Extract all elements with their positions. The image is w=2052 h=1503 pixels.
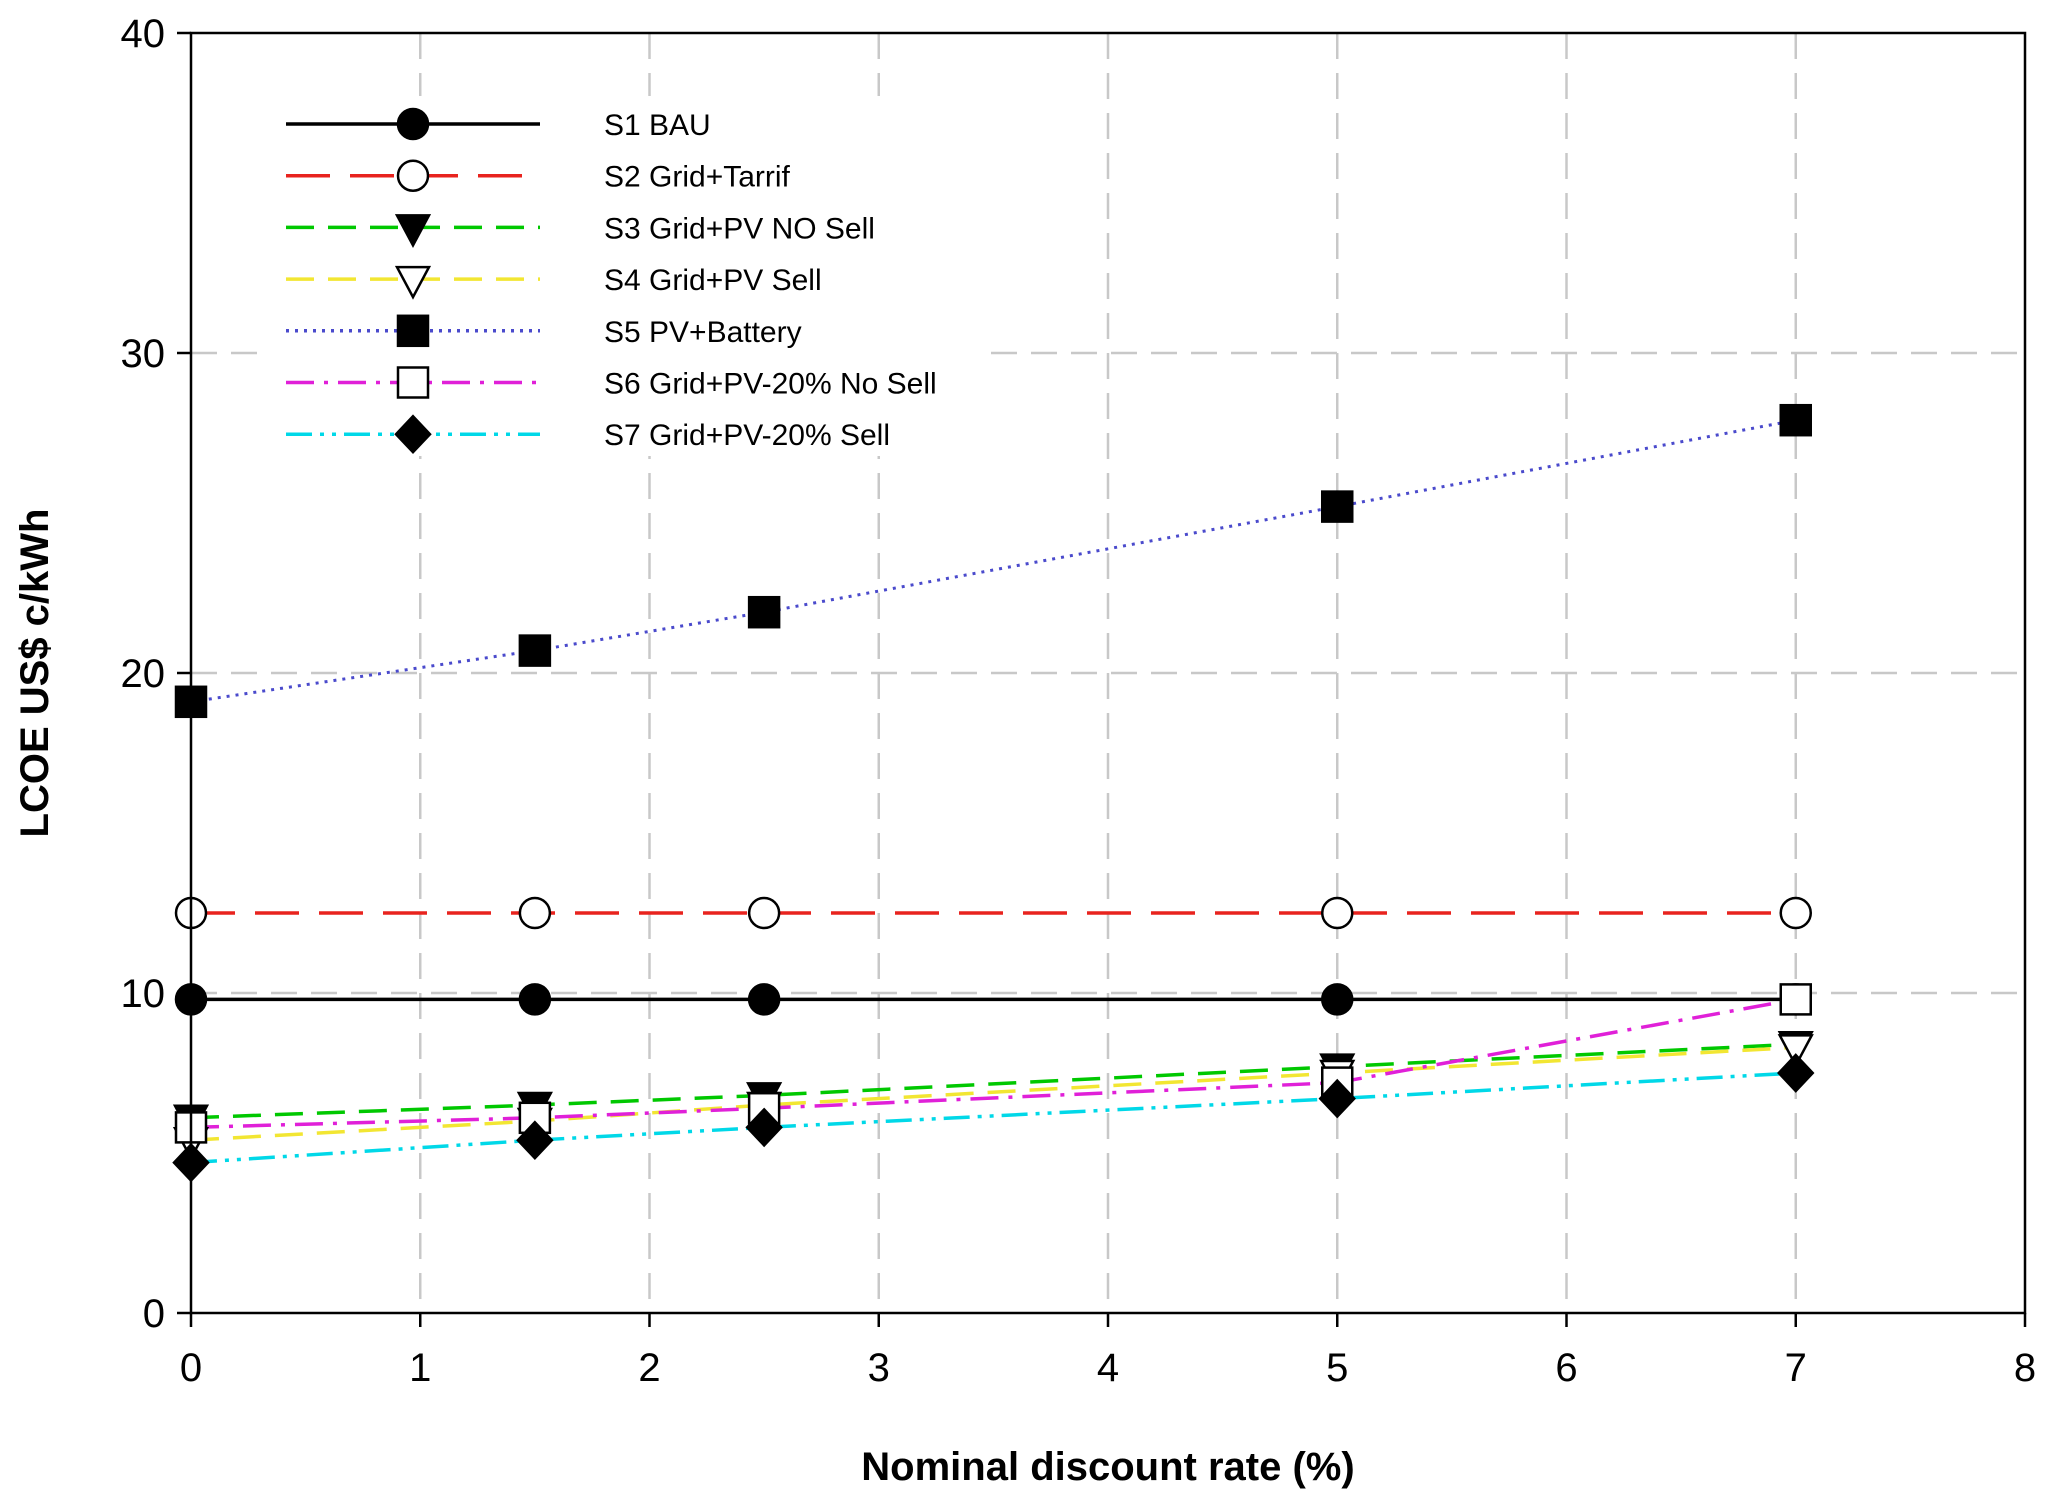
x-tick-label: 2 [638,1346,660,1390]
legend-swatch-marker [396,366,430,399]
data-point-s2-grid-tarrif [747,896,781,930]
legend-entry-s3-grid-pv-no-sell: S3 Grid+PV NO Sell [286,212,875,249]
x-tick-label: 1 [409,1346,431,1390]
legend-entry-s6-grid-pv-20-no-sell: S6 Grid+PV-20% No Sell [286,366,937,401]
legend-swatch-marker [394,265,432,300]
data-point-s5-pv-battery [518,634,552,667]
data-point-s5-pv-battery [747,595,781,629]
legend-label: S4 Grid+PV Sell [604,264,822,297]
legend-swatch-marker [396,107,430,141]
series-lines [190,418,1797,1165]
legend-entry-s1-bau: S1 BAU [286,107,711,142]
axis-ticks: 0 1 2 3 4 5 6 7 8 0 10 20 30 40 [121,12,2037,1390]
data-point-s5-pv-battery [1321,490,1354,523]
legend-label: S2 Grid+Tarrif [604,161,791,194]
data-point-s2-grid-tarrif [1321,896,1354,930]
y-tick-label: 0 [143,1292,165,1336]
legend-swatch-marker [394,214,432,249]
series-line-s7-grid-pv-20-sell [190,1071,1796,1165]
legend-label: S3 Grid+PV NO Sell [604,212,875,245]
legend-swatch-marker [394,414,432,455]
x-tick-label: 0 [180,1346,202,1390]
legend: S1 BAU S2 Grid+Tarrif S3 Grid+PV NO Sell S4… [286,107,937,455]
data-point-s7-grid-pv-20-sell [516,1120,554,1161]
legend-swatch-marker [396,314,430,348]
data-point-s5-pv-battery [1779,403,1812,437]
legend-entry-s4-grid-pv-sell: S4 Grid+PV Sell [286,264,822,300]
data-point-s7-grid-pv-20-sell [1318,1078,1356,1119]
legend-background [270,96,990,456]
y-tick-label: 20 [121,652,166,696]
data-point-s6-grid-pv-20-no-sell [1779,983,1812,1016]
data-point-s1-bau [518,983,552,1016]
data-point-s7-grid-pv-20-sell [1777,1053,1815,1093]
legend-label: S5 PV+Battery [604,316,802,349]
data-point-s7-grid-pv-20-sell [745,1107,783,1148]
x-tick-label: 5 [1326,1346,1348,1390]
data-point-s1-bau [747,983,781,1016]
x-axis-title: Nominal discount rate (%) [861,1445,1354,1489]
series-line-s4-grid-pv-sell [190,1045,1796,1142]
x-tick-label: 6 [1555,1346,1577,1390]
legend-box [270,96,990,456]
series-line-s3-grid-pv-no-sell [190,1042,1796,1120]
legend-label: S7 Grid+PV-20% Sell [604,419,890,452]
legend-entry-s5-pv-battery: S5 PV+Battery [286,314,802,349]
y-tick-label: 10 [121,972,166,1016]
series-line-s5-pv-battery [190,418,1797,704]
x-tick-label: 8 [2014,1346,2036,1390]
data-point-s2-grid-tarrif [1779,896,1812,930]
data-point-s1-bau [1321,983,1354,1016]
legend-entry-s2-grid-tarrif: S2 Grid+Tarrif [286,159,791,194]
x-tick-label: 3 [868,1346,890,1390]
y-axis-title: LCOE US$ c/kWh [13,509,57,838]
y-tick-label: 30 [121,332,166,376]
x-tick-label: 7 [1785,1346,1807,1390]
legend-label: S1 BAU [604,109,711,142]
x-tick-label: 4 [1097,1346,1119,1390]
data-point-s2-grid-tarrif [518,896,552,930]
y-tick-label: 40 [121,12,166,56]
series-markers [172,403,1815,1183]
legend-entry-s7-grid-pv-20-sell: S7 Grid+PV-20% Sell [286,414,890,455]
legend-swatch-marker [396,159,430,192]
series-line-s6-grid-pv-20-no-sell [190,997,1797,1130]
data-point-s4-grid-pv-sell [1777,1034,1814,1069]
legend-label: S6 Grid+PV-20% No Sell [604,368,937,401]
